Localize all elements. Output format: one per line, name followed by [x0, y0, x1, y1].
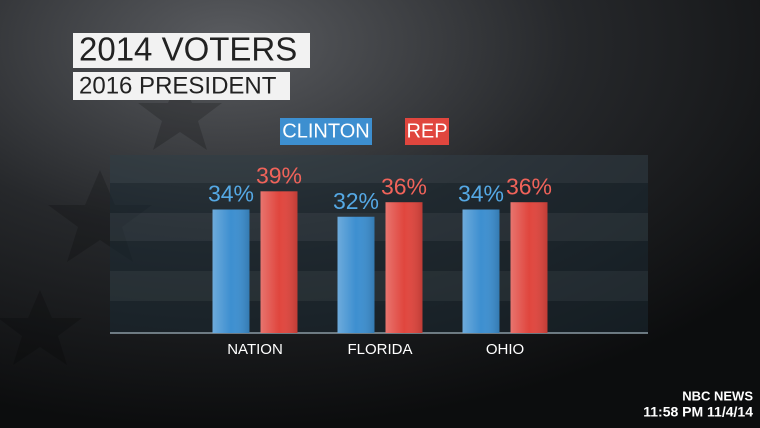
bar-shine: [212, 209, 250, 333]
value-label: 34%: [208, 181, 254, 207]
x-tick-label: FLORIDA: [347, 341, 412, 358]
plot-area: [110, 155, 648, 333]
stars: [0, 75, 222, 365]
legend-label: REP: [406, 120, 447, 142]
value-label: 32%: [333, 188, 379, 214]
value-label: 36%: [381, 173, 427, 199]
legend-label: CLINTON: [282, 120, 369, 142]
chart-subtitle: 2016 PRESIDENT: [79, 72, 277, 99]
title-box: [73, 33, 310, 68]
bar-shine: [260, 191, 298, 333]
x-tick-label: NATION: [227, 341, 283, 358]
value-label: 36%: [506, 173, 552, 199]
plot-stripes: [110, 155, 648, 301]
bar-shine: [337, 216, 375, 333]
x-tick-label: OHIO: [486, 341, 524, 358]
network-logo: NBC NEWS: [682, 388, 753, 403]
bar-shine: [462, 209, 500, 333]
bar-shine: [510, 202, 548, 333]
value-label: 34%: [458, 181, 504, 207]
legend-swatch: [405, 118, 449, 145]
bar-shine: [385, 202, 423, 333]
timestamp: 11:58 PM 11/4/14: [643, 404, 753, 420]
chart-title: 2014 VOTERS: [79, 31, 297, 68]
subtitle-box: [73, 72, 290, 100]
value-label: 39%: [256, 162, 302, 188]
legend-swatch: [280, 118, 372, 145]
